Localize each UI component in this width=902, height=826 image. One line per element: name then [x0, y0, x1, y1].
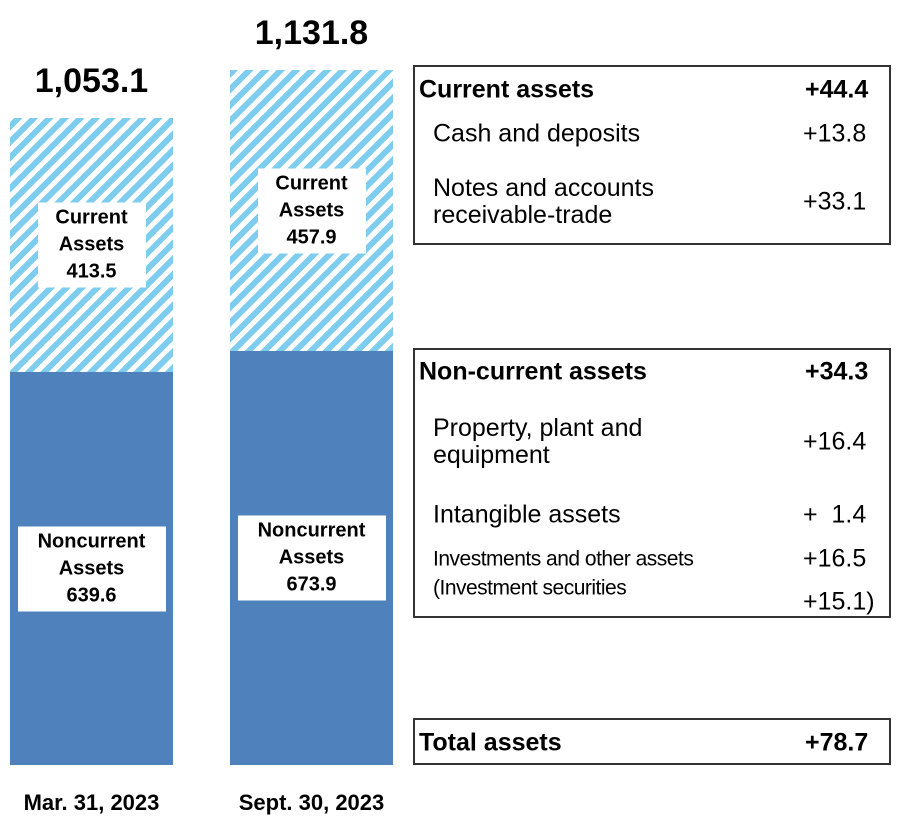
total-label: 1,131.8 [254, 14, 369, 52]
segment-label: Current Assets 413.5 [37, 202, 146, 288]
value-label: 457.9 [286, 226, 337, 249]
row-change: +16.4 [803, 427, 867, 456]
row-label: Property, plant and equipment [433, 414, 643, 469]
row-label: Cash and deposits [433, 119, 641, 148]
row-change: +44.4 [805, 75, 869, 104]
segment-label: Noncurrent Assets 639.6 [17, 526, 166, 612]
row-change: +33.1 [803, 187, 867, 216]
series-name: Current Assets [55, 206, 128, 256]
row-label: Investments and other assets [433, 547, 694, 571]
row-label: Non-current assets [419, 357, 647, 386]
row-change: +15.1) [803, 587, 875, 616]
value-label: 673.9 [286, 573, 337, 596]
row-label: (Investment securities [433, 576, 627, 600]
total-label: 1,053.1 [34, 62, 149, 101]
x-label: Sept. 30, 2023 [238, 790, 385, 815]
table-box: Total assets +78.7 [413, 718, 891, 765]
row-change: +13.8 [803, 119, 867, 148]
row-label: Total assets [419, 728, 562, 757]
row-label: Notes and accounts receivable-trade [433, 174, 654, 229]
value-label: 413.5 [66, 260, 117, 283]
series-name: Noncurrent Assets [257, 519, 366, 569]
table-box: Non-current assets +34.3 Property, plant a… [413, 348, 891, 618]
row-label: Intangible assets [433, 500, 621, 529]
value-label: 639.6 [66, 584, 117, 607]
segment-label: Current Assets 457.9 [257, 168, 366, 254]
table-box: Current assets +44.4 Cash and deposits +13.… [413, 65, 891, 245]
segment-label: Noncurrent Assets 673.9 [237, 515, 386, 601]
row-change: + 1.4 [803, 500, 867, 529]
row-change: +16.5 [803, 544, 867, 573]
series-name: Noncurrent Assets [37, 530, 146, 580]
row-change: +34.3 [805, 357, 869, 386]
row-change: +78.7 [805, 728, 869, 757]
series-name: Current Assets [275, 172, 348, 222]
x-label: Mar. 31, 2023 [23, 790, 160, 815]
row-label: Current assets [419, 75, 595, 104]
